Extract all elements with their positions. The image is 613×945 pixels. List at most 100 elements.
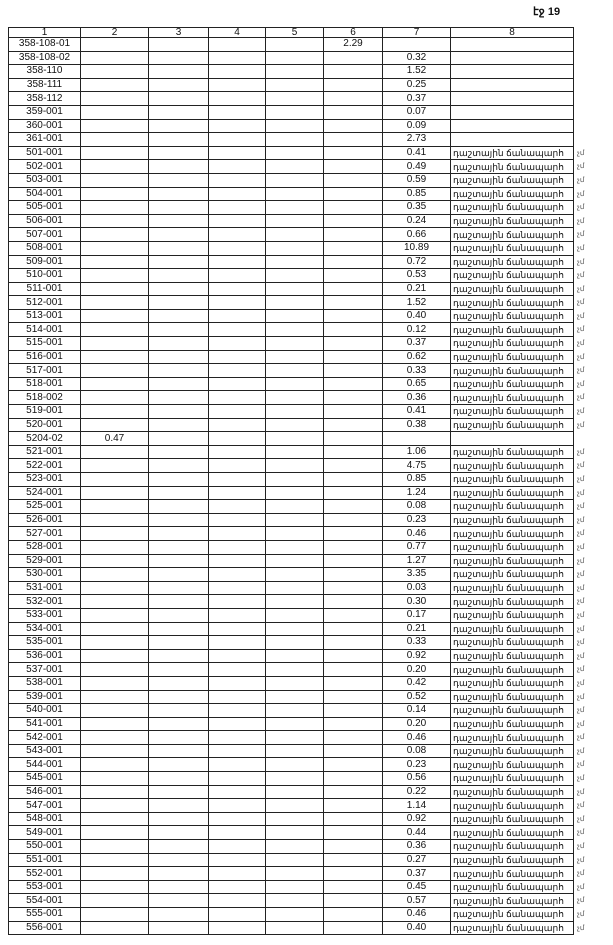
area-cell-col7: 1.14 [382, 798, 451, 813]
area-cell-col5 [265, 322, 324, 338]
area-cell-col7: 0.52 [382, 689, 451, 705]
area-cell-col3 [148, 567, 209, 582]
area-cell-col3 [148, 200, 209, 215]
area-cell-col5 [265, 648, 324, 664]
area-cell-col5 [265, 635, 324, 650]
area-cell-col4 [208, 159, 266, 174]
table-row: 517-001 0.33 դաշտային ճանապարհ չմ [8, 363, 584, 378]
area-cell-col2 [80, 254, 149, 270]
area-cell-col3 [148, 64, 209, 79]
parcel-code-cell: 361-001 [8, 132, 81, 147]
margin-note: չմ [577, 911, 585, 918]
parcel-code-cell: 542-001 [8, 730, 81, 745]
land-type-cell: դաշտային ճանապարհ չմ [450, 798, 584, 813]
margin-note: չմ [577, 448, 585, 456]
area-cell-col6 [323, 757, 383, 773]
land-type-cell: դաշտային ճանապարհ չմ [450, 675, 584, 691]
area-cell-col2 [80, 811, 149, 827]
area-cell-col7: 0.62 [382, 349, 451, 365]
land-type-cell: դաշտային ճանապարհ չմ [450, 526, 584, 541]
margin-note: չմ [577, 367, 585, 375]
area-cell-col6 [323, 200, 383, 215]
table-row: 534-001 0.21 դաշտային ճանապարհ չմ [8, 621, 584, 637]
area-cell-col2 [80, 512, 149, 528]
area-cell-col7: 10.89 [382, 240, 451, 256]
land-type-cell: դաշտային ճանապարհ չմ [450, 485, 584, 501]
land-type-cell: դաշտային ճանապարհ չմ [450, 716, 584, 732]
land-type-cell: դաշտային ճանապարհ չմ [450, 539, 584, 555]
parcel-code-cell: 548-001 [8, 811, 81, 827]
table-row: 505-001 0.35 դաշտային ճանապարհ չմ [8, 200, 584, 215]
parcel-code-cell: 550-001 [8, 839, 81, 854]
area-cell-col6 [323, 662, 383, 677]
table-row: 528-001 0.77 դաշտային ճանապարհ չմ [8, 539, 584, 555]
table-row: 5204-02 0.47 [8, 431, 574, 446]
margin-note: չմ [577, 707, 585, 715]
land-parcel-table: 1 2 3 4 5 6 7 8 358-108-01 2.29 358-108-02… [8, 27, 584, 936]
area-cell-col5 [265, 485, 324, 501]
area-cell-col5 [265, 811, 324, 827]
margin-note: չմ [577, 571, 585, 579]
table-row: 508-001 10.89 դաշտային ճանապարհ չմ [8, 240, 584, 256]
area-cell-col7: 0.07 [382, 104, 451, 120]
area-cell-col6 [323, 295, 383, 310]
column-header: 8 [450, 27, 574, 38]
margin-note: չմ [577, 598, 585, 606]
area-cell-col6 [323, 716, 383, 732]
area-cell-col4 [208, 336, 266, 351]
parcel-code-cell: 512-001 [8, 295, 81, 310]
area-cell-col3 [148, 268, 209, 283]
area-cell-col3 [148, 580, 209, 596]
column-header: 1 [8, 27, 81, 38]
area-cell-col5 [265, 417, 324, 433]
area-cell-col3 [148, 539, 209, 555]
area-cell-col6 [323, 703, 383, 718]
area-cell-col6 [323, 730, 383, 745]
table-row: 542-001 0.46 դաշտային ճանապարհ չմ [8, 730, 584, 745]
area-cell-col7: 0.08 [382, 743, 451, 759]
parcel-code-cell: 555-001 [8, 907, 81, 922]
margin-note: չմ [577, 380, 585, 388]
area-cell-col6 [323, 743, 383, 759]
area-cell-col6 [323, 648, 383, 664]
parcel-code-cell: 551-001 [8, 852, 81, 868]
area-cell-col3 [148, 621, 209, 637]
table-row: 535-001 0.33 դաշտային ճանապարհ չմ [8, 635, 584, 650]
area-cell-col2 [80, 635, 149, 650]
area-cell-col4 [208, 240, 266, 256]
land-type-cell: դաշտային ճանապարհ չմ [450, 771, 584, 786]
area-cell-col3 [148, 390, 209, 406]
area-cell-col7: 0.57 [382, 893, 451, 908]
parcel-code-cell: 5204-02 [8, 431, 81, 446]
land-type-cell [450, 64, 574, 79]
area-cell-col4 [208, 866, 266, 881]
parcel-code-cell: 515-001 [8, 336, 81, 351]
area-cell-col3 [148, 716, 209, 732]
margin-note: չմ [577, 163, 585, 171]
area-cell-col2 [80, 920, 149, 936]
area-cell-col5 [265, 132, 324, 147]
column-header: 2 [80, 27, 149, 38]
area-cell-col4 [208, 852, 266, 868]
land-type-cell [450, 77, 574, 93]
area-cell-col4 [208, 730, 266, 745]
area-cell-col5 [265, 104, 324, 120]
land-type-cell: դաշտային ճանապարհ չմ [450, 458, 584, 473]
table-row: 544-001 0.23 դաշտային ճանապարհ չմ [8, 757, 584, 773]
area-cell-col5 [265, 825, 324, 841]
area-cell-col4 [208, 689, 266, 705]
area-cell-col6 [323, 308, 383, 324]
land-type-cell: դաշտային ճանապարհ չմ [450, 621, 584, 637]
area-cell-col7: 0.36 [382, 390, 451, 406]
parcel-code-cell: 520-001 [8, 417, 81, 433]
table-row: 553-001 0.45 դաշտային ճանապարհ չմ [8, 879, 584, 895]
parcel-code-cell: 538-001 [8, 675, 81, 691]
area-cell-col4 [208, 648, 266, 664]
parcel-code-cell: 517-001 [8, 363, 81, 378]
area-cell-col5 [265, 594, 324, 609]
area-cell-col2 [80, 186, 149, 202]
area-cell-col2 [80, 417, 149, 433]
area-cell-col5 [265, 580, 324, 596]
land-type-cell [450, 50, 574, 66]
area-cell-col3 [148, 159, 209, 174]
